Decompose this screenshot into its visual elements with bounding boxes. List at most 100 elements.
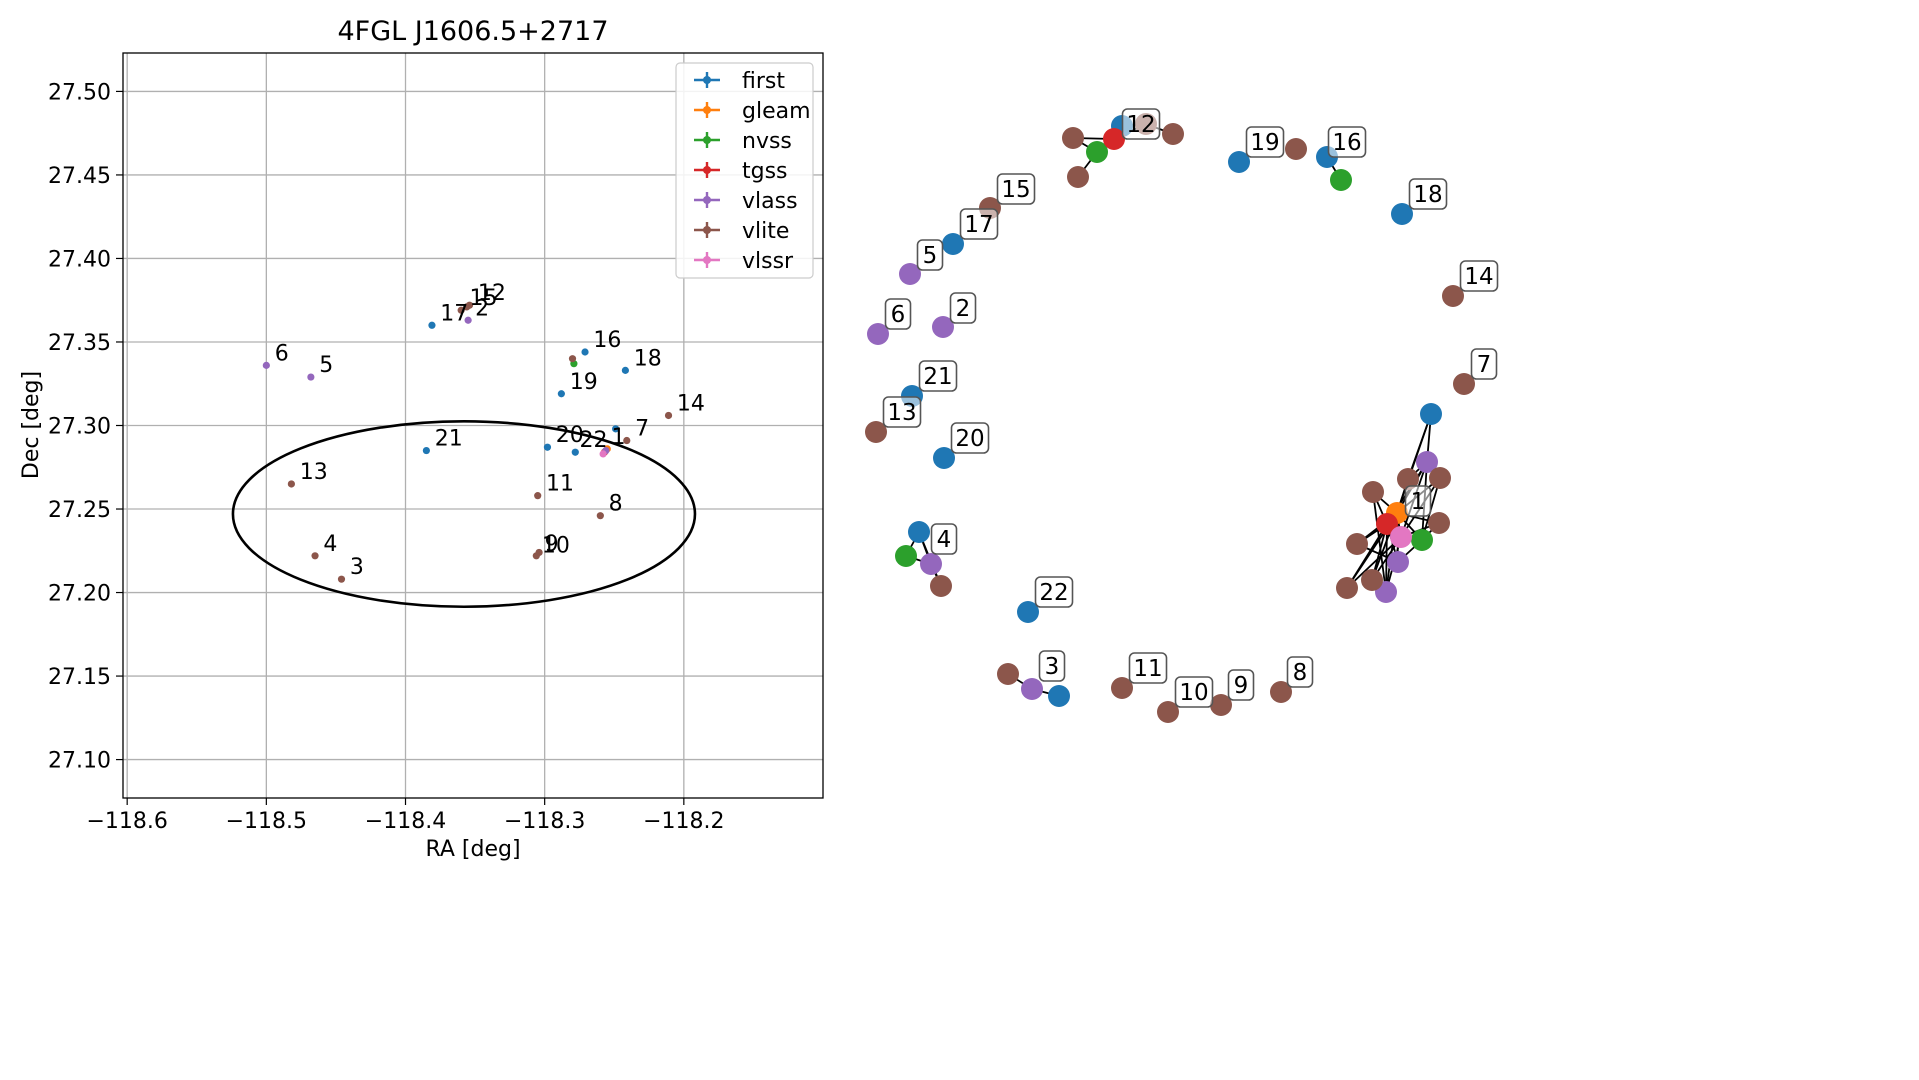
graph-node-vlass	[867, 323, 889, 345]
graph-label: 1	[1404, 485, 1432, 517]
data-point-vlite	[664, 411, 673, 420]
x-tick-label: −118.2	[643, 809, 724, 834]
legend-marker	[703, 256, 711, 264]
graph-label-text: 8	[1293, 660, 1308, 686]
graph-label: 8	[1286, 656, 1314, 688]
graph-node-vlssr	[1390, 526, 1412, 548]
graph-label-box	[1038, 650, 1066, 682]
legend-label: nvss	[742, 129, 792, 154]
data-point-vlite	[568, 355, 577, 363]
graph-node-vlite	[1397, 468, 1419, 490]
point-label: 19	[570, 370, 598, 395]
graph-label-text: 2	[956, 296, 971, 322]
graph-node-first	[1391, 203, 1413, 225]
point-label: 7	[635, 417, 649, 442]
graph-label: 15	[996, 173, 1036, 205]
legend-marker	[703, 106, 711, 114]
legend-marker	[703, 76, 711, 84]
graph-node-tgss	[1103, 128, 1125, 150]
y-tick-label: 27.35	[48, 331, 111, 356]
graph-node-vlass	[1387, 551, 1409, 573]
graph-node-vlite	[1062, 127, 1084, 149]
data-point-vlite	[457, 306, 465, 314]
data-point-first	[621, 366, 629, 374]
y-tick-label: 27.45	[48, 164, 111, 189]
data-point-first	[428, 321, 436, 329]
graph-label: 22	[1034, 576, 1074, 608]
graph-label-box	[1408, 178, 1448, 210]
legend: first gleam nvss tgss vlass vlite vlssr	[675, 62, 814, 279]
chart-title: 4FGL J1606.5+2717	[337, 16, 608, 47]
graph-label-text: 5	[923, 243, 938, 269]
x-axis-label: RA [deg]	[425, 837, 520, 862]
graph-label: 21	[918, 360, 958, 392]
point-label: 21	[435, 427, 463, 452]
point-label: 22	[579, 428, 607, 453]
point-label: 14	[677, 391, 705, 416]
graph-node-vlite	[1336, 577, 1358, 599]
graph-node-vlite	[1429, 467, 1451, 489]
graph-node-vlite	[1270, 681, 1292, 703]
y-tick-label: 27.10	[48, 749, 111, 774]
graph-label-text: 22	[1039, 580, 1068, 606]
graph-node-first	[1228, 151, 1250, 173]
graph-label-text: 13	[887, 400, 916, 426]
graph-node-nvss	[1330, 169, 1352, 191]
graph-label-box	[1327, 126, 1367, 158]
legend-items: first gleam nvss tgss vlass vlite vlssr	[694, 69, 811, 274]
graph-label-box	[884, 298, 912, 330]
graph-node-nvss	[895, 545, 917, 567]
points-layer	[262, 301, 673, 583]
graph-label-text: 11	[1133, 656, 1162, 682]
graph-nodes-layer	[865, 113, 1475, 723]
data-point-vlass	[464, 316, 472, 324]
point-label: 4	[323, 532, 337, 557]
graph-label: 16	[1327, 126, 1367, 158]
legend-marker	[703, 196, 711, 204]
graph-label: 9	[1227, 669, 1255, 701]
graph-label: 7	[1470, 348, 1498, 380]
point-label: 11	[546, 472, 574, 497]
graph-label-text: 3	[1045, 654, 1060, 680]
graph-label-box	[950, 422, 990, 454]
graph-label: 12	[1121, 108, 1161, 140]
graph-label: 5	[916, 239, 944, 271]
graph-label-text: 21	[923, 364, 952, 390]
y-tick-label: 27.30	[48, 415, 111, 440]
graph-node-vlass	[920, 553, 942, 575]
graph-label: 20	[950, 422, 990, 454]
y-tick-label: 27.20	[48, 582, 111, 607]
point-label: 8	[609, 492, 623, 517]
graph-label: 4	[930, 523, 958, 555]
graph-label-box	[1404, 485, 1432, 517]
point-label: 2	[475, 296, 489, 321]
data-point-first	[581, 348, 589, 356]
data-point-vlite	[534, 492, 542, 500]
point-label: 10	[542, 533, 570, 558]
graph-label-text: 20	[955, 426, 984, 452]
graph-node-vlite	[1442, 285, 1464, 307]
graph-label-text: 18	[1413, 182, 1442, 208]
graph-label-text: 12	[1126, 112, 1155, 138]
graph-edge	[1346, 536, 1402, 589]
graph-label-text: 19	[1250, 130, 1279, 156]
graph-label-box	[959, 208, 999, 240]
graph-node-vlite	[1067, 166, 1089, 188]
y-tick-label: 27.25	[48, 498, 111, 523]
graph-label: 3	[1038, 650, 1066, 682]
graph-label-box	[996, 173, 1036, 205]
data-point-vlite	[311, 552, 319, 560]
point-label: 9	[545, 532, 559, 557]
graph-label-text: 1	[1411, 489, 1426, 515]
graph-node-vlass	[932, 316, 954, 338]
point-label: 1	[611, 425, 625, 450]
position-ellipse	[231, 420, 697, 609]
graph-label-text: 15	[1001, 177, 1030, 203]
graph-label: 19	[1245, 126, 1285, 158]
graph-node-vlite	[930, 575, 952, 597]
graph-label: 10	[1174, 676, 1214, 708]
point-label: 13	[300, 460, 328, 485]
